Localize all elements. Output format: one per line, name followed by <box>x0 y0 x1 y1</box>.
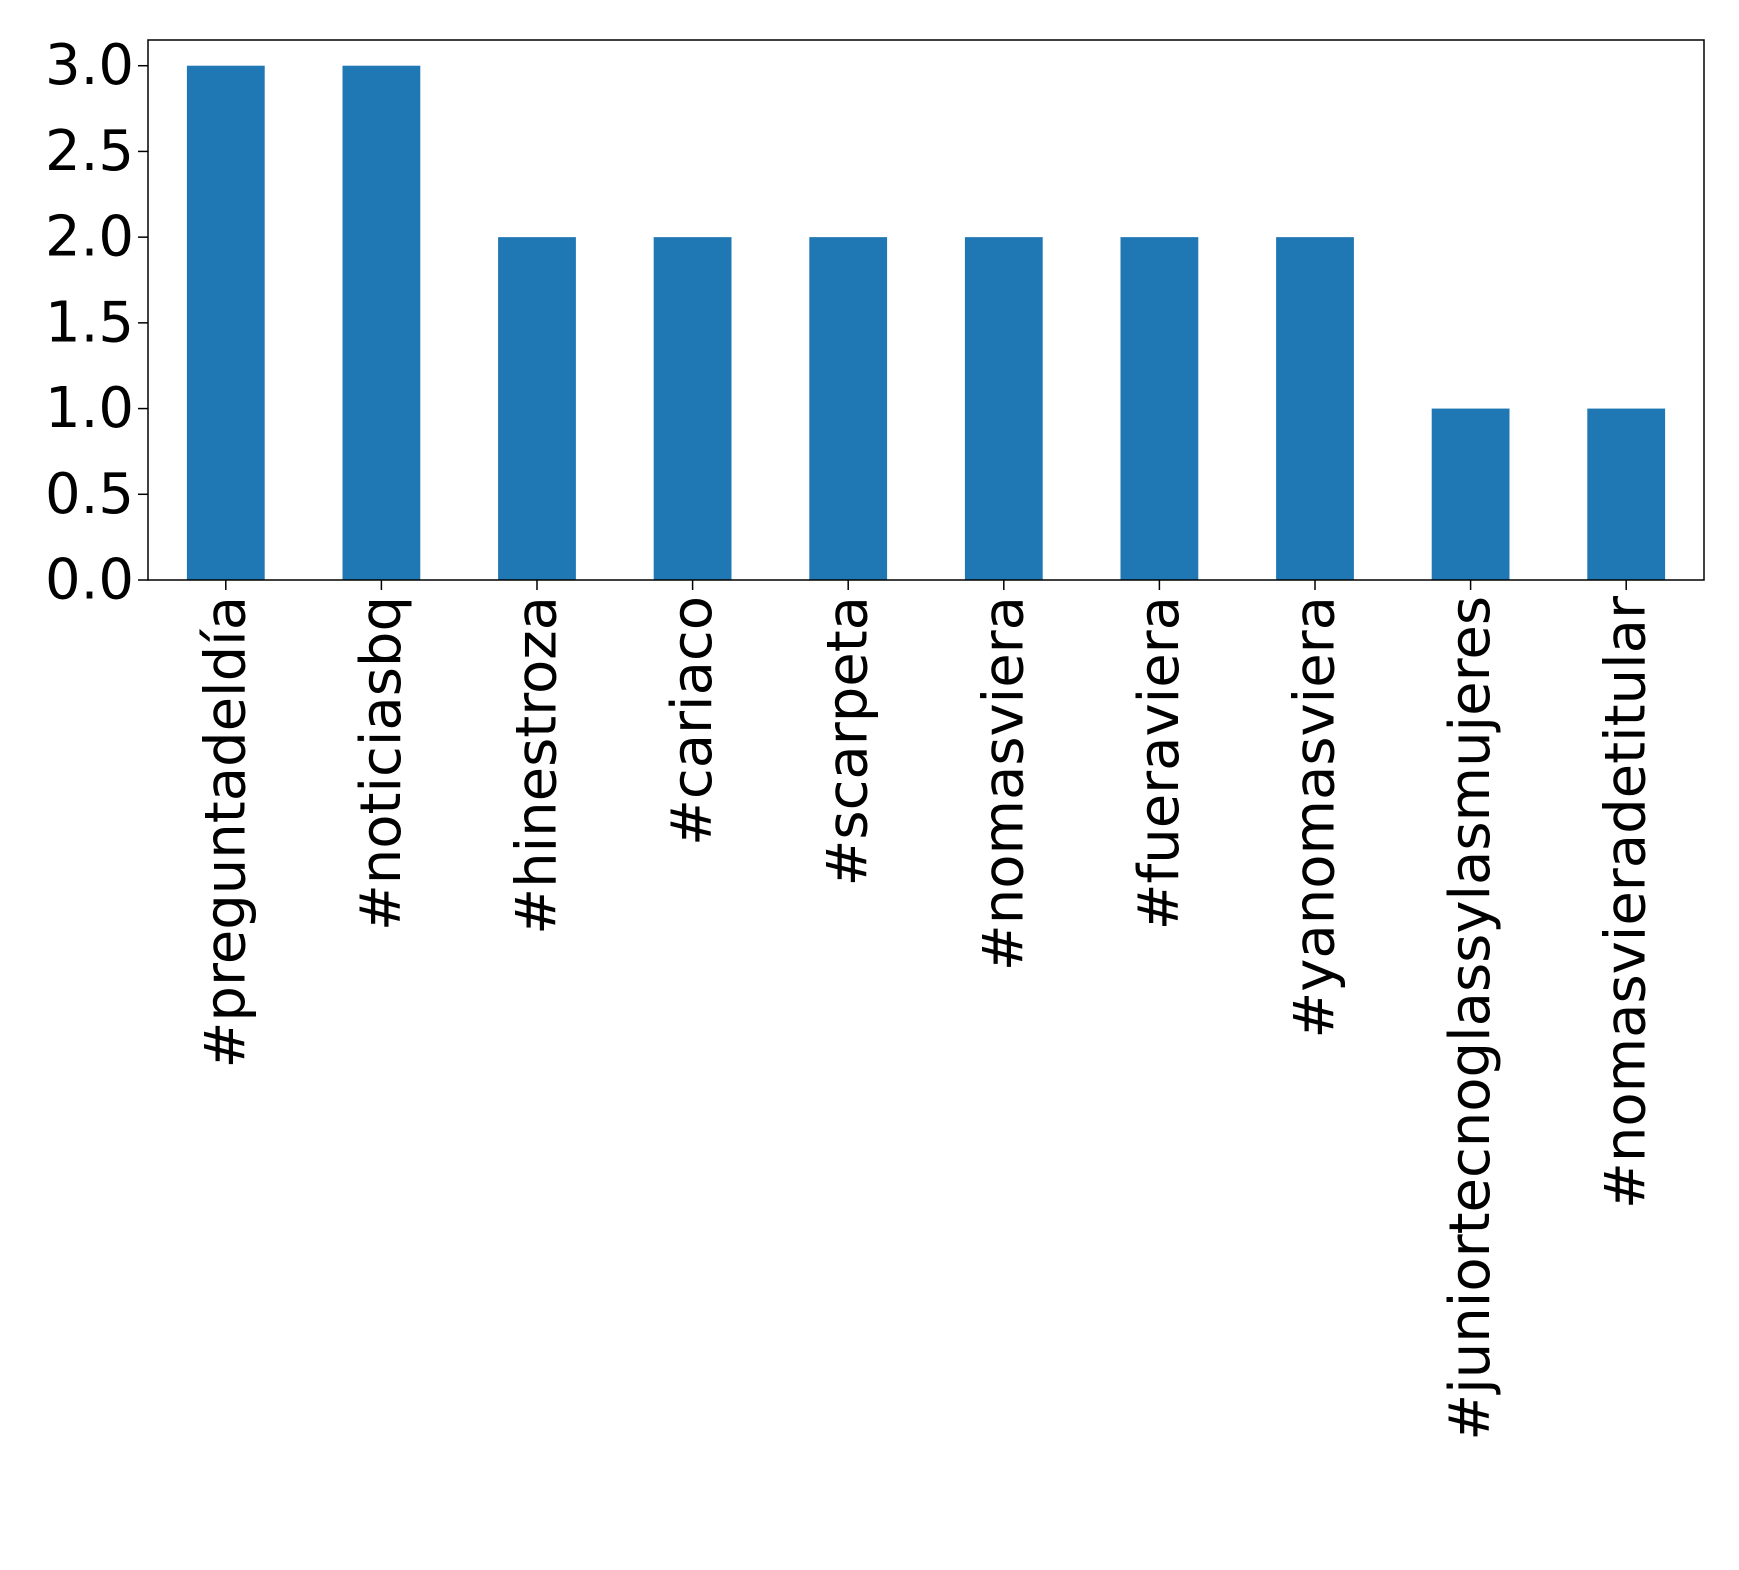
bar-nomasviera <box>964 237 1043 580</box>
y-tick-label: 0.0 <box>45 548 134 613</box>
x-tick-label: #cariaco <box>660 596 725 846</box>
plot-frame <box>147 39 1705 581</box>
y-axis: 0.0 0.5 1.0 1.5 2.0 2.5 3.0 <box>45 33 148 613</box>
x-tick-label: #juniortecnoglassylasmujeres <box>1438 596 1503 1441</box>
y-tick-label: 2.0 <box>45 205 134 270</box>
y-tick-label: 3.0 <box>45 33 134 98</box>
x-tick-label: #noticiasbq <box>349 596 414 931</box>
bar-juniortecnoglassylasmujeres <box>1431 408 1510 580</box>
bar-cariaco <box>653 237 732 580</box>
x-tick-label: #nomasvieradetitular <box>1594 595 1659 1209</box>
x-axis: #preguntadeldía #noticiasbq #hinestroza #ca… <box>193 580 1659 1441</box>
y-tick-label: 2.5 <box>45 119 134 184</box>
x-tick-label: #scarpeta <box>816 596 881 887</box>
x-tick-label: #fueraviera <box>1127 596 1192 930</box>
x-tick-label: #hinestroza <box>505 596 570 935</box>
x-tick-label: #yanomasviera <box>1283 596 1348 1039</box>
x-tick-label: #preguntadeldía <box>193 596 258 1069</box>
bar-scarpeta <box>809 237 888 580</box>
bar-nomasvieradetitular <box>1587 408 1666 580</box>
y-tick-label: 0.5 <box>45 462 134 527</box>
bar-noticiasbq <box>342 65 421 580</box>
bar-yanomasviera <box>1276 237 1354 580</box>
x-tick-label: #nomasviera <box>971 596 1036 971</box>
bars-group <box>186 65 1666 580</box>
bar-preguntadeldía <box>186 65 265 580</box>
bar-hinestroza <box>498 237 576 580</box>
y-tick-label: 1.5 <box>45 290 134 355</box>
bar-fueraviera <box>1120 237 1199 580</box>
y-tick-label: 1.0 <box>45 376 134 441</box>
